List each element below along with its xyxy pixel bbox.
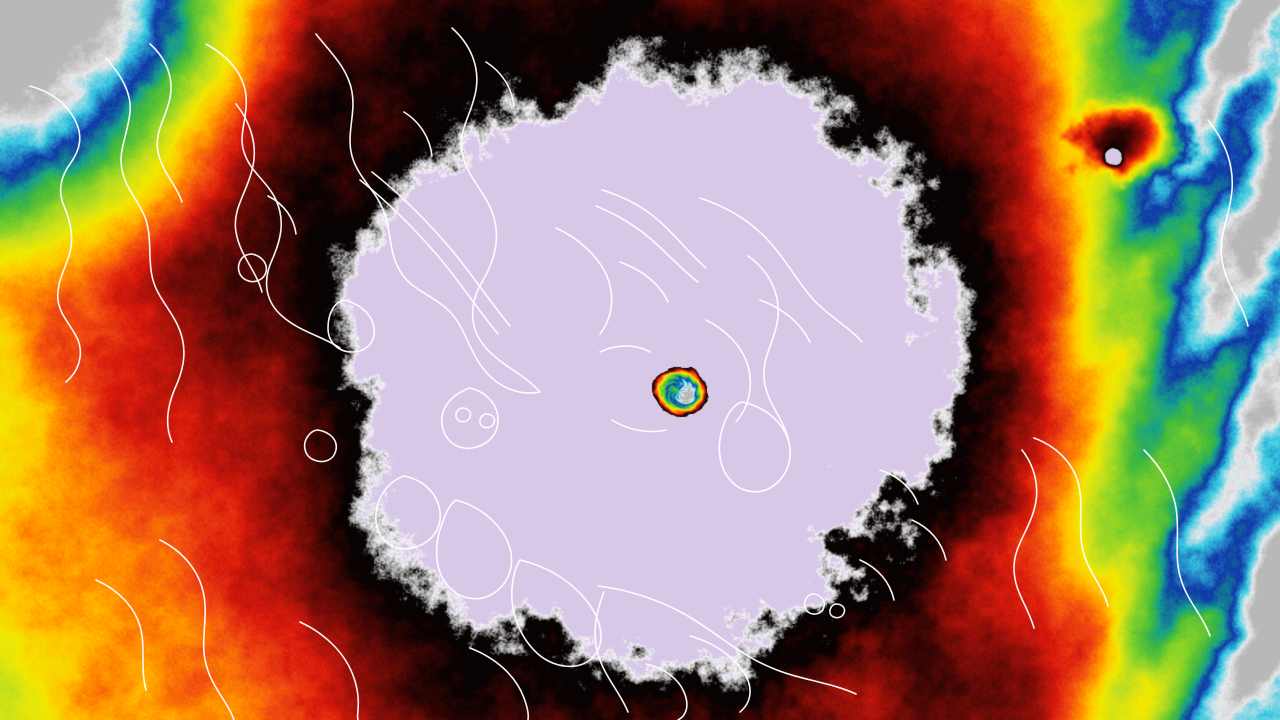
satellite-image-viewport — [0, 0, 1280, 720]
infrared-satellite-image — [0, 0, 1280, 720]
